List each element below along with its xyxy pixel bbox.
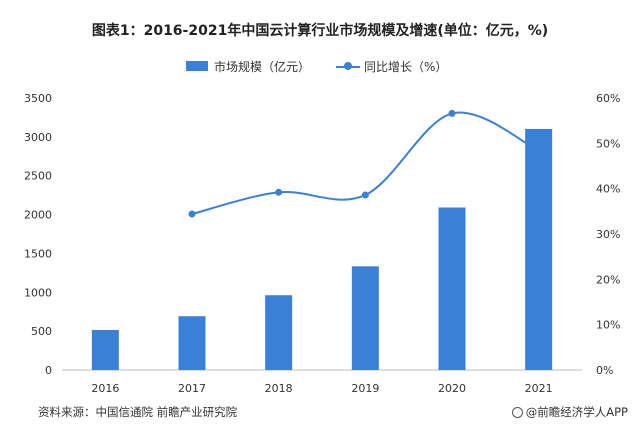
y-right-tick-label: 20% <box>596 273 620 286</box>
y-right-tick-label: 30% <box>596 228 620 241</box>
source-note: 资料来源：中国信通院 前瞻产业研究院 <box>38 405 238 419</box>
bar <box>525 128 553 370</box>
x-tick-label: 2016 <box>91 382 119 395</box>
legend: 市场规模（亿元） 同比增长（%） <box>0 58 640 78</box>
growth-point <box>448 109 456 117</box>
bar <box>265 295 293 370</box>
growth-point <box>275 188 283 196</box>
y-right-tick-label: 0% <box>596 364 613 377</box>
bar <box>91 329 119 370</box>
x-tick-label: 2019 <box>351 382 379 395</box>
legend-label-line: 同比增长（%） <box>364 60 448 74</box>
y-right-tick-label: 60% <box>596 92 620 105</box>
y-left-tick-label: 3000 <box>24 131 52 144</box>
growth-point <box>188 210 196 218</box>
bar <box>178 316 206 370</box>
y-right-tick-label: 50% <box>596 137 620 150</box>
camera-icon <box>511 407 523 418</box>
credit-text: @前瞻经济学人APP <box>525 405 628 419</box>
legend-label-bar: 市场规模（亿元） <box>214 60 311 74</box>
x-tick-label: 2018 <box>265 382 293 395</box>
growth-point <box>535 147 543 155</box>
x-tick-label: 2017 <box>178 382 206 395</box>
bar <box>438 207 466 370</box>
growth-point <box>361 191 369 199</box>
y-left-tick-label: 2500 <box>24 170 52 183</box>
y-left-tick-label: 500 <box>31 325 52 338</box>
y-left-tick-label: 2000 <box>24 209 52 222</box>
y-left-tick-label: 3500 <box>24 92 52 105</box>
credit-note: @前瞻经济学人APP <box>511 404 628 420</box>
legend-bar-swatch <box>186 61 208 71</box>
y-left-tick-label: 1500 <box>24 247 52 260</box>
y-right-tick-label: 10% <box>596 319 620 332</box>
y-left-tick-label: 1000 <box>24 286 52 299</box>
y-right-tick-label: 40% <box>596 183 620 196</box>
x-tick-label: 2020 <box>438 382 466 395</box>
x-tick-label: 2021 <box>525 382 553 395</box>
y-left-tick-label: 0 <box>45 364 52 377</box>
growth-line <box>191 111 540 216</box>
legend-dot-swatch <box>344 62 352 70</box>
chart-title: 图表1：2016-2021年中国云计算行业市场规模及增速(单位：亿元，%) <box>91 23 549 39</box>
bar <box>351 266 379 370</box>
